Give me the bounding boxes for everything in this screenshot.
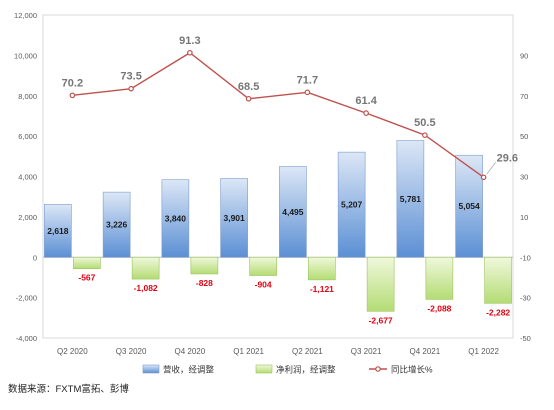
legend-revenue-swatch [142, 364, 160, 374]
yoy-growth-point [422, 132, 428, 138]
x-axis-category-label: Q3 2021 [351, 347, 382, 356]
net-profit-bar [484, 256, 512, 304]
revenue-bar [102, 191, 131, 258]
left-axis-tick-label: 6,000 [18, 132, 37, 141]
net-profit-bar [190, 256, 219, 275]
right-axis-tick-label: 30 [520, 173, 528, 182]
left-axis-tick-label: -2,000 [16, 294, 37, 303]
yoy-growth-value-label: 29.6 [497, 152, 518, 164]
yoy-growth-point [187, 49, 193, 56]
net-profit-bar [308, 256, 336, 281]
net-profit-bar-value-label: -2,677 [369, 315, 393, 325]
revenue-bar-value-label: 3,840 [165, 213, 187, 223]
yoy-growth-value-label: 68.5 [238, 81, 259, 93]
yoy-growth-line [72, 51, 485, 178]
revenue-bar [220, 178, 248, 258]
x-axis-category-label: Q2 2020 [57, 347, 88, 356]
net-profit-bar-value-label: -828 [196, 278, 213, 288]
net-profit-bar-value-label: -1,082 [134, 283, 158, 293]
plot-border [42, 14, 514, 339]
right-axis-tick-label: -30 [520, 294, 531, 303]
right-axis-tick-label: 70 [520, 92, 528, 101]
net-profit-bar-value-label: -567 [78, 273, 95, 283]
yoy-growth-value-label: 61.4 [355, 95, 377, 107]
revenue-bar-value-label: 5,781 [400, 194, 422, 204]
yoy-growth-point [363, 110, 369, 116]
legend-yoy-growth-label: 同比增长% [391, 365, 433, 375]
x-axis-category-label: Q1 2021 [233, 347, 264, 356]
yoy-growth-point [128, 85, 134, 92]
left-axis-tick-label: 12,000 [14, 11, 37, 20]
revenue-bar [279, 166, 307, 258]
yoy-growth-leader-line [486, 162, 496, 175]
x-axis-category-label: Q2 2021 [292, 347, 323, 356]
yoy-growth-point [245, 95, 252, 102]
yoy-growth-value-label: 71.7 [297, 74, 318, 86]
revenue-bar-value-label: 5,054 [458, 201, 480, 211]
revenue-bar [337, 151, 366, 258]
left-axis-tick-label: 2,000 [18, 213, 37, 222]
revenue-bar [44, 204, 72, 258]
x-axis-category-label: Q1 2022 [468, 347, 499, 356]
revenue-bar-value-label: 3,226 [106, 220, 128, 230]
x-axis-category-label: Q4 2021 [410, 347, 441, 356]
net-profit-bar-value-label: -1,121 [310, 284, 334, 294]
legend-net-profit: 净利润，经调整 [255, 364, 336, 375]
net-profit-bar [366, 256, 395, 312]
legend-net-profit-swatch [255, 364, 273, 374]
right-axis-tick-label: -50 [520, 334, 531, 343]
yoy-growth-point [69, 92, 76, 99]
revenue-bar-value-label: 4,495 [282, 207, 304, 217]
yoy-growth-value-label: 70.2 [62, 77, 83, 89]
legend-revenue-label: 营收，经调整 [163, 365, 215, 375]
yoy-growth-point [304, 89, 311, 96]
x-axis-category-label: Q3 2020 [116, 347, 147, 356]
yoy-growth-value-label: 73.5 [120, 71, 141, 83]
net-profit-bar [249, 256, 277, 276]
net-profit-bar [425, 256, 454, 300]
net-profit-bar-value-label: -2,282 [486, 307, 510, 317]
legend-yoy-growth-swatch-marker [375, 366, 381, 372]
yoy-growth-value-label: 50.5 [414, 117, 435, 129]
right-axis-tick-label: -10 [520, 253, 531, 262]
right-axis-tick-label: 90 [520, 51, 528, 60]
revenue-bar [455, 154, 483, 258]
revenue-bar-value-label: 3,901 [223, 213, 245, 223]
left-axis-tick-label: 10,000 [14, 51, 37, 60]
legend-yoy-growth: 同比增长% [369, 365, 433, 375]
legend-net-profit-label: 净利润，经调整 [276, 365, 336, 375]
yoy-growth-point [480, 174, 487, 181]
net-profit-bar-value-label: -2,088 [427, 303, 451, 313]
left-axis-tick-label: 0 [33, 253, 37, 262]
revenue-bar [161, 179, 190, 258]
net-profit-bar [73, 256, 101, 269]
net-profit-bar [131, 256, 160, 280]
left-axis-tick-label: 4,000 [18, 173, 37, 182]
revenue-bar [396, 140, 425, 258]
net-profit-bar-value-label: -904 [255, 279, 272, 289]
legend-revenue: 营收，经调整 [142, 364, 215, 375]
x-axis-category-label: Q4 2020 [175, 347, 206, 356]
revenue-bar-value-label: 5,207 [341, 200, 363, 210]
revenue-bar-value-label: 2,618 [47, 226, 69, 236]
left-axis-tick-label: 8,000 [18, 92, 37, 101]
right-axis-tick-label: 10 [520, 213, 528, 222]
yoy-growth-value-label: 91.3 [179, 35, 200, 47]
source-note: 数据来源：FXTM富拓、彭博 [8, 384, 129, 395]
right-axis-tick-label: 50 [520, 132, 528, 141]
left-axis-tick-label: -4,000 [16, 334, 37, 343]
